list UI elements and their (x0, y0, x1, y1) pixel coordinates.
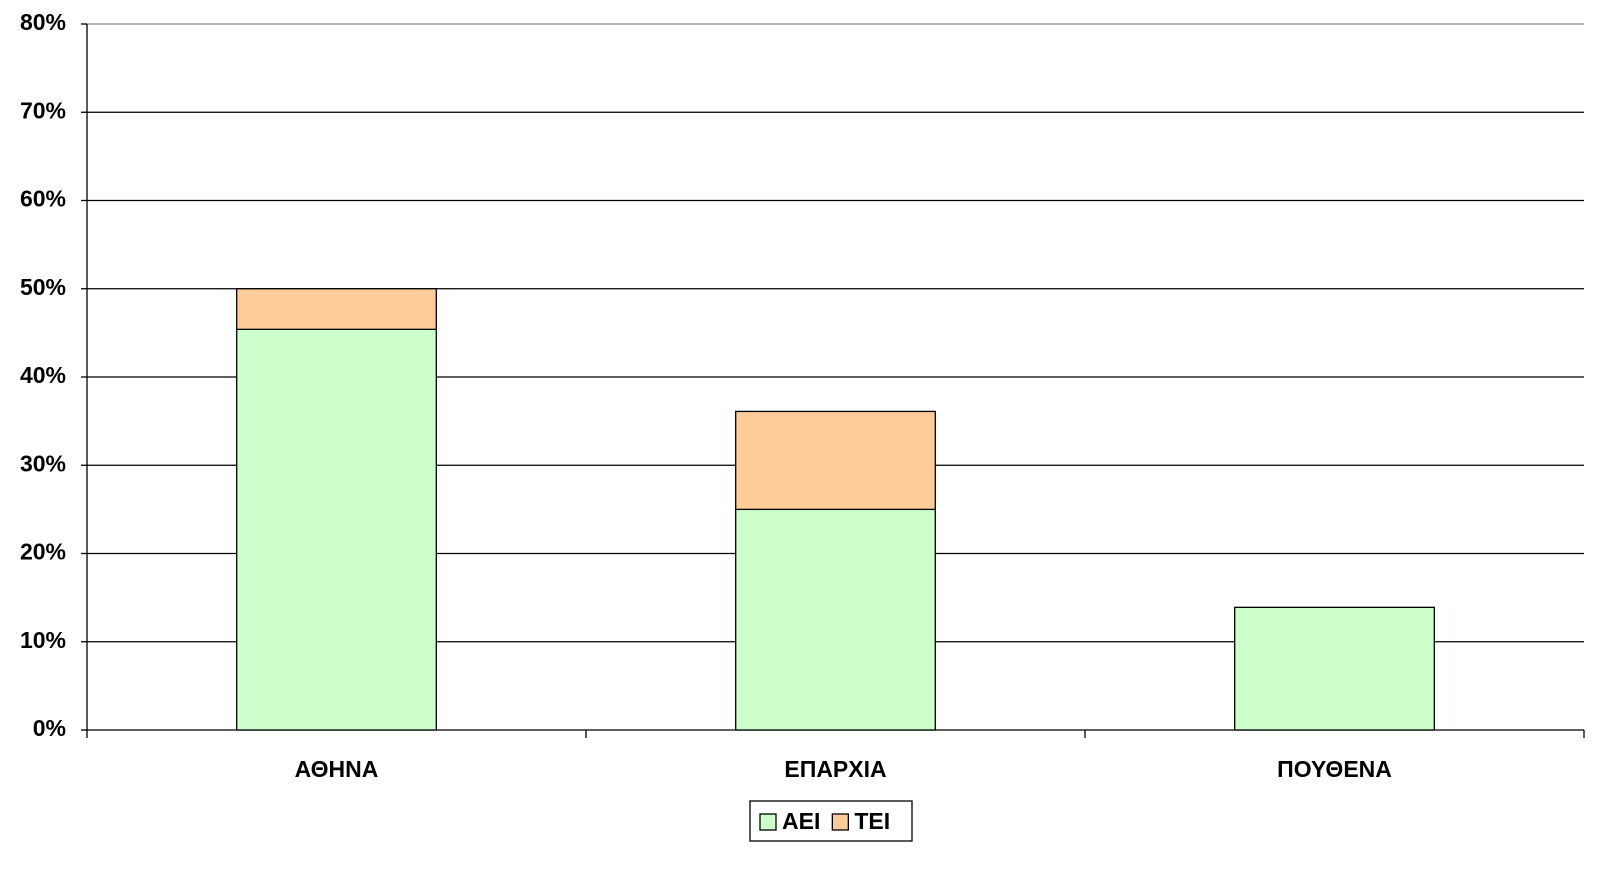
y-tick-label: 20% (20, 539, 66, 565)
bar-segment (735, 508, 936, 731)
y-tick-label: 10% (20, 627, 66, 653)
y-tick-label: 40% (20, 362, 66, 388)
y-tick-label: 80% (20, 9, 66, 35)
legend-label: ΤΕΙ (854, 808, 890, 834)
x-tick-label: ΑΘΗΝΑ (295, 756, 379, 782)
legend-box (749, 800, 913, 842)
y-tick-label: 50% (20, 274, 66, 300)
bar-segment (236, 288, 437, 330)
y-tick-label: 70% (20, 97, 66, 123)
y-tick-label: 30% (20, 450, 66, 476)
y-tick-label: 60% (20, 186, 66, 212)
bar-segment (1234, 606, 1435, 731)
bar-segment (236, 328, 437, 731)
x-tick-label: ΠΟΥΘΕΝΑ (1277, 756, 1392, 782)
legend-swatch (831, 813, 849, 831)
x-tick-label: ΕΠΑΡΧΙΑ (784, 756, 886, 782)
legend-label: ΑΕΙ (782, 808, 820, 834)
bar-segment (735, 410, 936, 511)
y-tick-label: 0% (33, 715, 66, 741)
legend-swatch (759, 813, 777, 831)
